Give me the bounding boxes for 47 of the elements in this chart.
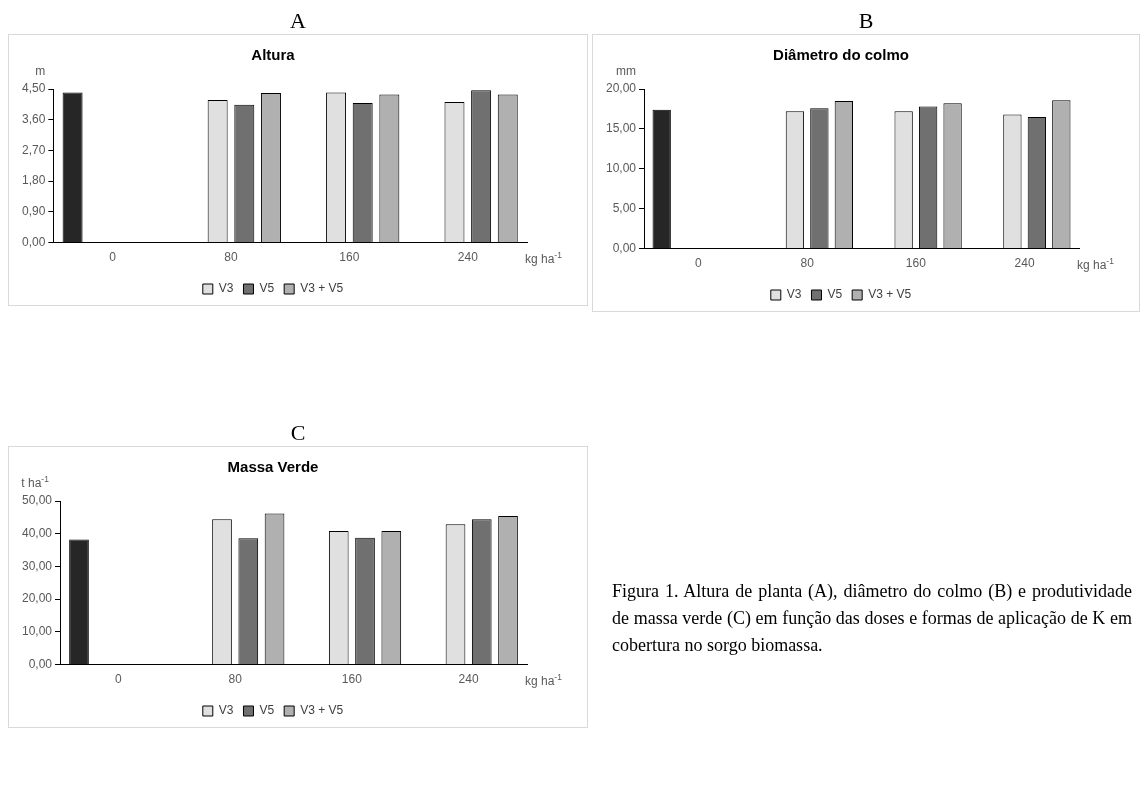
chart-title: Altura [251, 46, 296, 64]
y-tick-label: 0,00 [22, 234, 46, 249]
y-tick-label: 0,00 [28, 656, 53, 671]
x-tick-label: 240 [1014, 256, 1035, 271]
x-tick-label: 80 [224, 250, 238, 265]
x-tick-label: 0 [109, 250, 117, 265]
y-tick-label: 20,00 [606, 81, 637, 96]
y-tick-label: 10,00 [22, 624, 53, 639]
y-tick-label: 4,50 [22, 81, 46, 96]
legend-label: V3 + V5 [300, 703, 344, 718]
chart-title: Massa Verde [227, 458, 319, 476]
chart-title: Diâmetro do colmo [773, 46, 909, 64]
x-tick-label: 160 [905, 256, 927, 271]
x-tick-label: 0 [695, 256, 703, 271]
chart-subtitle: A [289, 8, 307, 34]
y-tick-label: 0,00 [612, 240, 637, 255]
y-tick-label: 2,70 [22, 142, 46, 157]
legend-label: V3 + V5 [300, 281, 344, 296]
y-tick-label: 10,00 [606, 161, 637, 176]
legend-label: V3 [218, 281, 234, 296]
y-axis-title: mm [616, 64, 637, 78]
x-tick-label: 0 [115, 672, 123, 687]
legend-label: V5 [259, 281, 275, 296]
y-axis-title: m [35, 64, 46, 78]
x-tick-label: 240 [458, 672, 479, 687]
legend-label: V5 [827, 287, 843, 302]
y-tick-label: 40,00 [22, 526, 53, 541]
chart-subtitle: C [289, 420, 307, 446]
legend-label: V3 + V5 [868, 287, 912, 302]
y-tick-label: 50,00 [22, 493, 53, 508]
y-tick-label: 0,90 [22, 204, 46, 219]
legend-label: V3 [218, 703, 234, 718]
y-tick-label: 5,00 [612, 201, 637, 216]
y-tick-label: 3,60 [22, 112, 46, 127]
chart-subtitle: B [857, 8, 875, 34]
legend-label: V3 [786, 287, 802, 302]
x-tick-label: 80 [800, 256, 815, 271]
x-tick-label: 160 [339, 250, 360, 265]
x-tick-label: 160 [341, 672, 363, 687]
y-tick-label: 20,00 [22, 591, 53, 606]
y-tick-label: 1,80 [22, 173, 46, 188]
x-tick-label: 240 [457, 250, 479, 265]
text: Figura 1. Altura de planta (A), diâmetro do colmo (B) e produtividade de massa verde (C) em função das doses e formas de aplicação de K em cobertura no sorgo biomassa. [612, 580, 1132, 657]
legend-label: V5 [259, 703, 275, 718]
y-tick-label: 30,00 [22, 558, 53, 573]
x-tick-label: 80 [228, 672, 243, 687]
y-tick-label: 15,00 [606, 121, 637, 136]
